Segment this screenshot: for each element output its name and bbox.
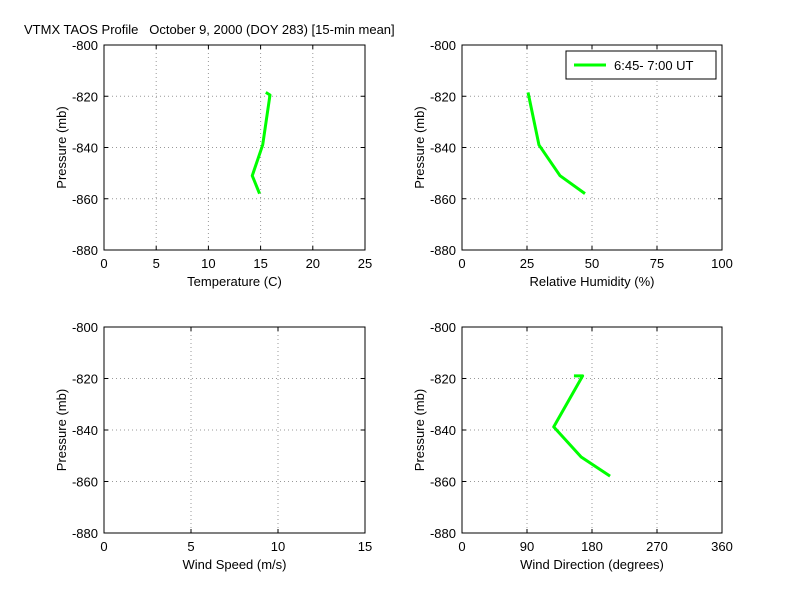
plot-frame [461,44,723,251]
x-axis-label: Temperature (C) [187,274,282,289]
y-tick-label: -800 [430,38,456,53]
x-axis-label: Wind Speed (m/s) [182,557,286,572]
y-axis-label: Pressure (mb) [412,389,427,471]
plot-frame [461,326,723,534]
data-line [250,91,272,195]
x-tick-label: 360 [711,539,733,554]
y-tick-label: -880 [72,243,98,258]
x-tick-label: 15 [253,256,267,271]
plot-frame [103,326,366,534]
data-line [552,374,611,478]
y-tick-label: -880 [430,526,456,541]
data-line [526,92,586,195]
x-tick-label: 10 [271,539,285,554]
y-tick-label: -880 [430,243,456,258]
y-axis-label: Pressure (mb) [412,106,427,188]
y-tick-label: -800 [430,320,456,335]
x-tick-label: 180 [581,539,603,554]
y-tick-label: -800 [72,320,98,335]
y-tick-label: -820 [430,372,456,387]
y-tick-label: -820 [72,372,98,387]
y-tick-label: -820 [430,89,456,104]
x-tick-label: 5 [153,256,160,271]
x-tick-label: 0 [100,256,107,271]
x-tick-label: 0 [100,539,107,554]
x-tick-label: 90 [520,539,534,554]
y-axis-label: Pressure (mb) [54,106,69,188]
y-tick-label: -840 [430,141,456,156]
x-tick-label: 25 [520,256,534,271]
y-tick-label: -860 [72,475,98,490]
subplot: 0 5 10 15 20 25 -800 -820 -840 -860 -880 Temperatur… [54,38,372,289]
x-tick-label: 0 [458,539,465,554]
x-tick-label: 5 [187,539,194,554]
x-tick-label: 50 [585,256,599,271]
plot-frame [103,44,366,251]
y-tick-label: -860 [72,192,98,207]
subplot: 0 90 180 270 360 -800 -820 -840 -860 -880 Wind Dir… [412,320,733,572]
y-tick-label: -840 [430,423,456,438]
x-tick-label: 20 [306,256,320,271]
y-tick-label: -860 [430,475,456,490]
figure-title: VTMX TAOS Profile October 9, 2000 (DOY 2… [24,22,395,37]
y-tick-label: -840 [72,423,98,438]
x-tick-label: 75 [650,256,664,271]
y-tick-label: -840 [72,141,98,156]
y-tick-label: -800 [72,38,98,53]
x-tick-label: 100 [711,256,733,271]
x-tick-label: 10 [201,256,215,271]
x-tick-label: 15 [358,539,372,554]
y-axis-label: Pressure (mb) [54,389,69,471]
x-axis-label: Relative Humidity (%) [530,274,655,289]
x-tick-label: 25 [358,256,372,271]
subplot: 0 5 10 15 -800 -820 -840 -860 -880 Wind Speed (m/… [54,320,372,572]
y-tick-label: -820 [72,89,98,104]
x-tick-label: 270 [646,539,668,554]
subplot: 0 25 50 75 100 -800 -820 -840 -860 -880 Relative H… [412,38,733,289]
x-tick-label: 0 [458,256,465,271]
y-tick-label: -860 [430,192,456,207]
y-tick-label: -880 [72,526,98,541]
legend-label: 6:45- 7:00 UT [614,58,694,73]
x-axis-label: Wind Direction (degrees) [520,557,664,572]
